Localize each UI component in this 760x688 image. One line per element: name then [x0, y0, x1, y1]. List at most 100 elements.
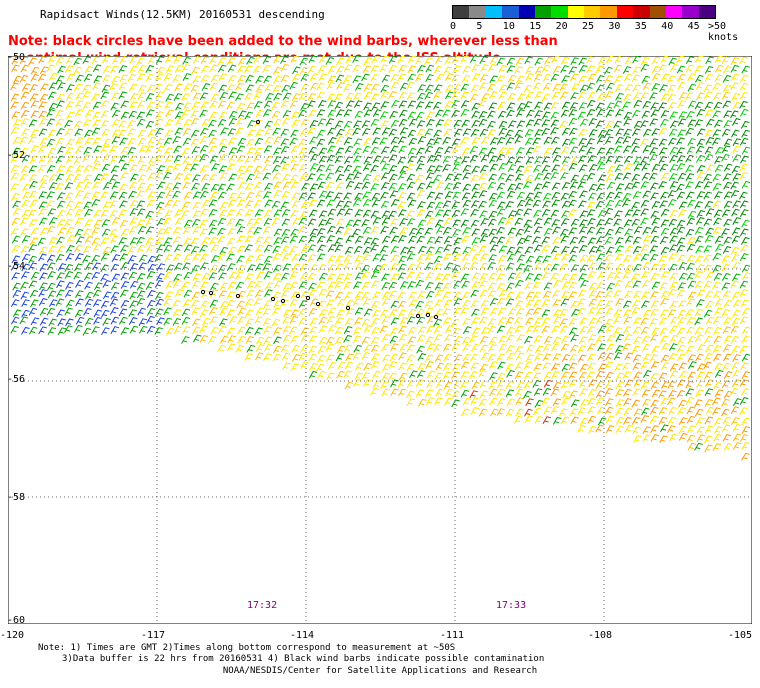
wind-barb: [91, 93, 100, 102]
wind-barb: [245, 318, 254, 327]
wind-barb: [497, 110, 507, 119]
wind-barb: [614, 345, 624, 353]
wind-barb: [444, 73, 454, 81]
wind-barb: [272, 245, 281, 254]
wind-barb: [406, 316, 416, 325]
wind-barb: [595, 307, 605, 316]
wind-barb: [597, 271, 607, 280]
wind-barb: [471, 281, 481, 290]
wind-barb: [183, 219, 193, 228]
wind-barb: [217, 235, 226, 244]
wind-barb: [345, 173, 355, 182]
wind-barb: [444, 334, 453, 343]
wind-barb: [541, 397, 550, 406]
wind-barb: [505, 236, 515, 245]
wind-barb: [280, 100, 290, 109]
wind-barb: [577, 298, 587, 307]
wind-barb: [435, 182, 445, 190]
wind-barb: [552, 336, 562, 345]
wind-barb: [406, 92, 416, 101]
wind-barb: [731, 417, 740, 425]
wind-barb: [533, 273, 543, 282]
wind-barb: [172, 309, 182, 317]
wind-barb: [622, 136, 632, 144]
wind-barb: [190, 110, 200, 119]
wind-barb: [281, 228, 291, 237]
wind-barb: [100, 173, 109, 182]
wind-barb: [604, 136, 614, 145]
wind-barb: [118, 82, 128, 91]
wind-barb: [163, 317, 173, 326]
wind-barb: [156, 191, 166, 200]
wind-barb: [469, 244, 479, 253]
wind-barb: [416, 209, 426, 218]
wind-barb: [498, 120, 508, 129]
wind-barb: [586, 56, 595, 64]
wind-barb: [451, 109, 460, 118]
wind-barb: [210, 255, 220, 263]
wind-barb: [66, 73, 75, 82]
wind-barb: [705, 271, 715, 280]
wind-barb: [190, 138, 200, 147]
wind-barb: [38, 326, 47, 335]
wind-barb: [568, 362, 578, 371]
wind-barb: [524, 415, 534, 424]
wind-barb: [30, 66, 40, 75]
wind-barb: [226, 343, 236, 352]
wind-barb: [164, 182, 174, 191]
wind-barb: [280, 344, 290, 353]
wind-barb: [703, 181, 713, 190]
wind-barb: [237, 326, 246, 335]
wind-barb: [325, 118, 335, 126]
wind-barb: [633, 336, 642, 345]
wind-barb: [227, 128, 237, 137]
wind-barb: [694, 255, 704, 264]
wind-barb: [381, 363, 391, 372]
wind-barb: [649, 318, 659, 327]
wind-barb: [82, 119, 92, 128]
wind-barb: [129, 217, 139, 226]
wind-barb: [543, 172, 552, 181]
wind-barb: [667, 84, 677, 93]
wind-barb: [65, 165, 75, 174]
wind-barb: [731, 129, 740, 138]
wind-barb: [183, 173, 193, 182]
wind-barb: [713, 417, 723, 426]
wind-barb: [551, 191, 561, 200]
wind-barb: [543, 136, 553, 145]
wind-barb: [280, 56, 289, 64]
wind-barb: [632, 280, 642, 289]
wind-barb: [361, 336, 371, 345]
wind-barb: [298, 317, 307, 326]
wind-barb: [371, 199, 381, 208]
wind-barb: [605, 82, 615, 91]
wind-barb: [228, 154, 238, 163]
wind-barb: [399, 127, 409, 136]
wind-barb: [191, 146, 201, 155]
wind-barb: [525, 147, 535, 156]
wind-barb: [66, 84, 75, 92]
wind-barb: [570, 416, 579, 425]
wind-barb: [568, 66, 578, 75]
wind-barb: [335, 255, 344, 264]
wind-barb: [686, 236, 696, 245]
wind-barb: [390, 119, 400, 128]
wind-barb: [451, 246, 461, 255]
wind-barb: [595, 397, 605, 406]
wind-barb: [281, 117, 291, 126]
wind-barb: [226, 327, 236, 336]
wind-barb: [381, 127, 391, 136]
wind-barb: [173, 93, 183, 101]
wind-barb: [388, 182, 398, 191]
wind-barb: [741, 146, 751, 155]
wind-barb: [588, 246, 598, 254]
wind-barb: [398, 172, 407, 180]
wind-barb: [732, 217, 741, 225]
wind-barb: [74, 109, 84, 117]
wind-barb: [271, 200, 281, 209]
wind-barb: [568, 162, 578, 171]
wind-barb: [181, 308, 191, 317]
wind-barb: [623, 388, 632, 397]
wind-barb: [10, 101, 19, 110]
wind-barb: [334, 237, 343, 246]
